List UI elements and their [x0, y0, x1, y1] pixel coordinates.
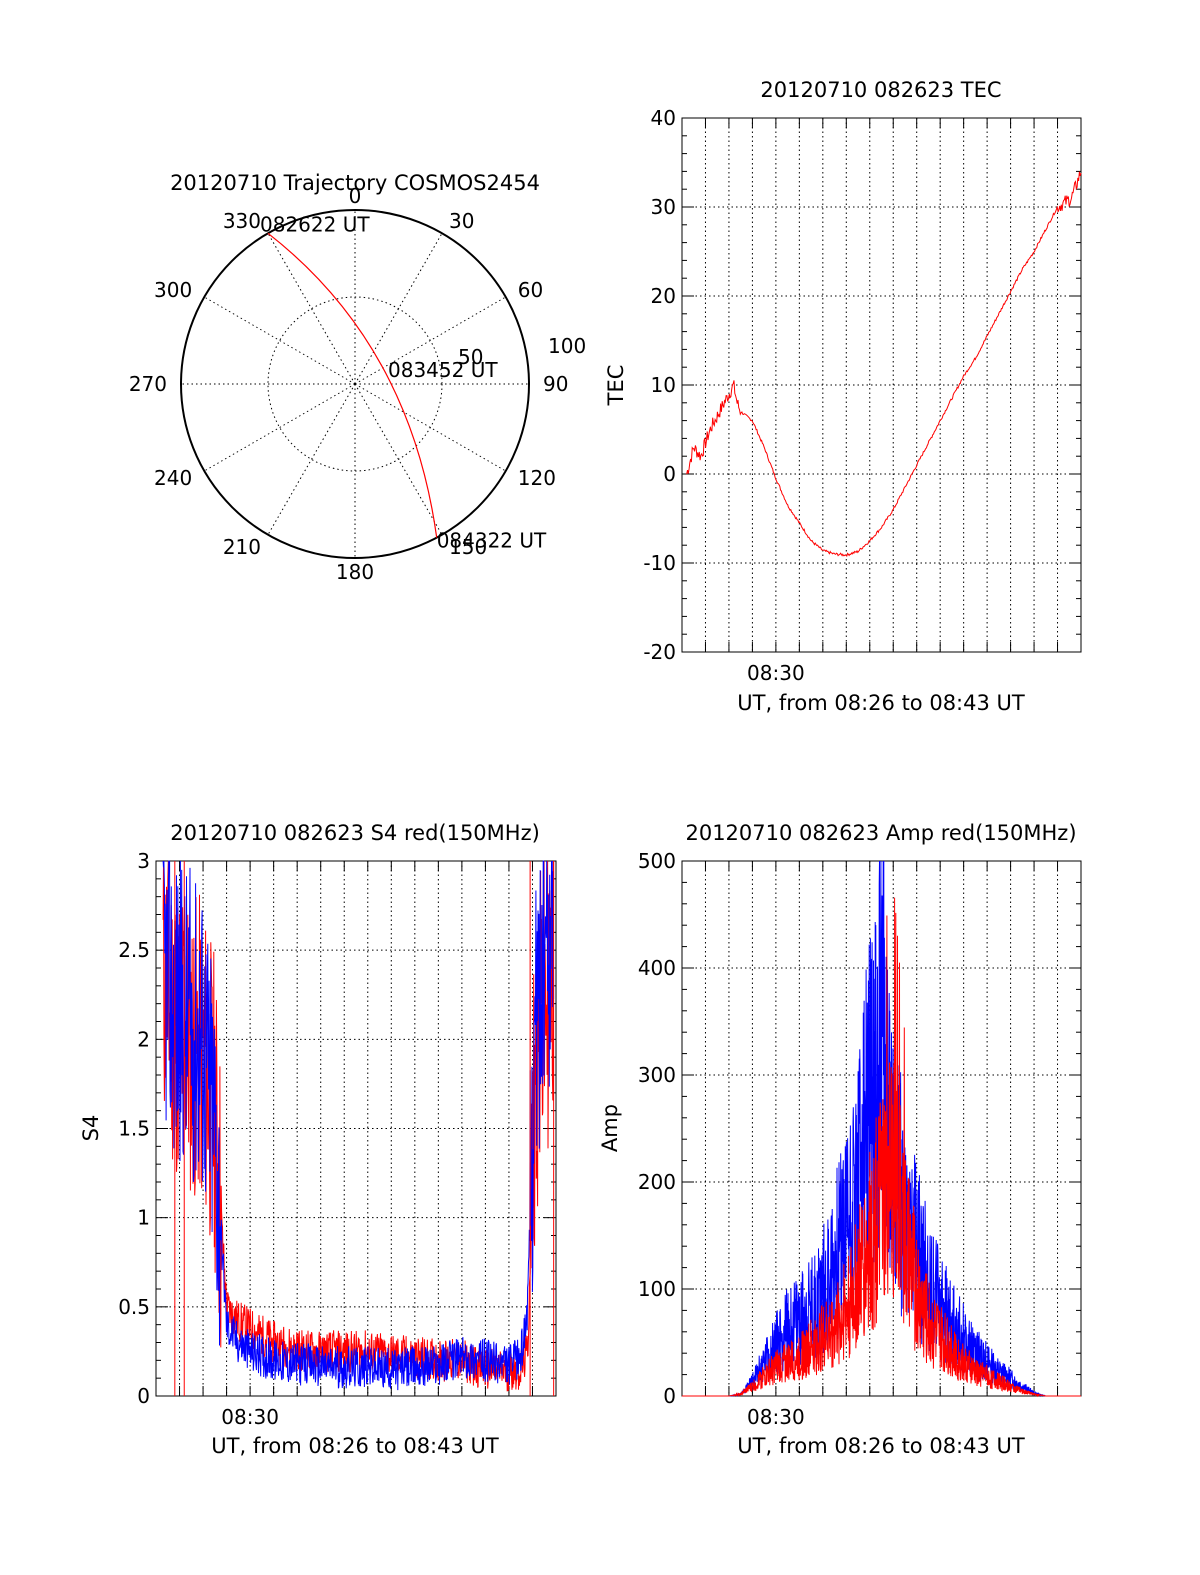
- polar-angle-label: 180: [336, 560, 374, 584]
- polar-angle-label: 0: [349, 184, 362, 208]
- y-tick-label: 2.5: [118, 938, 150, 962]
- polar-spoke: [267, 383, 356, 535]
- amp-series-line: [682, 897, 1081, 1398]
- y-tick-label: 200: [638, 1170, 676, 1194]
- trajectory-start-label: 082622 UT: [260, 212, 370, 236]
- trajectory-mid-label: 083452 UT: [388, 358, 498, 382]
- polar-angle-label: 120: [518, 466, 556, 490]
- y-tick-label: 1: [137, 1206, 150, 1230]
- y-tick-label: 40: [651, 106, 676, 130]
- y-tick-label: 10: [651, 373, 676, 397]
- tec-title: 20120710 082623 TEC: [760, 78, 1001, 102]
- y-tick-label: 20: [651, 284, 676, 308]
- polar-spoke: [354, 296, 506, 385]
- polar-spoke: [354, 233, 443, 385]
- tec-plot: 20120710 082623 TEC TEC UT, from 08:26 t…: [604, 78, 1082, 715]
- y-tick-label: 30: [651, 195, 676, 219]
- polar-outer-ring: [180, 209, 530, 559]
- polar-angle-label: 270: [129, 372, 167, 396]
- y-tick-label: 3: [137, 849, 150, 873]
- polar-radial-label: 100: [548, 334, 586, 358]
- tec-ylabel: TEC: [604, 365, 628, 407]
- s4-series: [162, 860, 555, 1396]
- tec-axes: -20 -10 0 10 20 30 40 08:30: [643, 106, 1082, 685]
- polar-angle-label: 90: [543, 372, 568, 396]
- y-tick-label: 100: [638, 1277, 676, 1301]
- amp-ylabel: Amp: [598, 1104, 622, 1152]
- amp-plot: 20120710 082623 Amp red(150MHz) Amp UT, …: [598, 821, 1082, 1458]
- polar-spoke: [354, 383, 506, 472]
- s4-series-line: [162, 860, 555, 1391]
- tec-xlabel: UT, from 08:26 to 08:43 UT: [737, 691, 1025, 715]
- plot-frame: [681, 860, 1082, 1397]
- s4-plot: 20120710 082623 S4 red(150MHz) S4 UT, fr…: [79, 821, 557, 1458]
- polar-angle-label: 240: [154, 466, 192, 490]
- polar-spoke: [204, 296, 356, 385]
- trajectory-line: [267, 232, 438, 538]
- plot-frame: [681, 117, 1082, 653]
- plot-frame: [155, 860, 557, 1397]
- amp-series-line: [682, 860, 1081, 1398]
- polar-spoke: [267, 233, 356, 385]
- y-tick-label: 1.5: [118, 1117, 150, 1141]
- s4-ylabel: S4: [79, 1115, 103, 1142]
- y-tick-label: 0: [663, 462, 676, 486]
- polar-radial-label: 50: [458, 345, 483, 369]
- trajectory-polar-plot: 20120710 Trajectory COSMOS2454 0 30 60 90 12…: [129, 171, 586, 584]
- y-tick-label: 400: [638, 956, 676, 980]
- amp-title: 20120710 082623 Amp red(150MHz): [685, 821, 1076, 845]
- y-tick-label: 500: [638, 849, 676, 873]
- polar-angle-labels: 0 30 60 90 120 150 180 210 240 270 300 330 50 100: [129, 184, 586, 584]
- polar-spoke: [354, 383, 443, 535]
- polar-angle-label: 60: [518, 278, 543, 302]
- polar-angle-label: 210: [223, 535, 261, 559]
- trajectory-end-label: 084322 UT: [437, 529, 547, 553]
- polar-angle-label: 300: [154, 278, 192, 302]
- y-tick-label: 0: [137, 1384, 150, 1408]
- y-tick-label: -20: [643, 640, 676, 664]
- polar-grid: [180, 209, 530, 559]
- polar-angle-label: 330: [223, 209, 261, 233]
- x-tick-label: 08:30: [747, 661, 805, 685]
- polar-angle-label: 150: [449, 535, 487, 559]
- amp-series: [682, 860, 1081, 1398]
- trajectory-track: 082622 UT 083452 UT 084322 UT: [260, 212, 547, 552]
- x-tick-label: 08:30: [221, 1405, 279, 1429]
- x-tick-label: 08:30: [747, 1405, 805, 1429]
- tec-series: [686, 171, 1082, 557]
- y-tick-label: -10: [643, 551, 676, 575]
- amp-xlabel: UT, from 08:26 to 08:43 UT: [737, 1434, 1025, 1458]
- polar-spoke: [204, 383, 356, 472]
- y-tick-label: 300: [638, 1063, 676, 1087]
- trajectory-title: 20120710 Trajectory COSMOS2454: [170, 171, 540, 195]
- y-tick-label: 0: [663, 1384, 676, 1408]
- polar-angle-label: 30: [449, 209, 474, 233]
- s4-xlabel: UT, from 08:26 to 08:43 UT: [211, 1434, 499, 1458]
- s4-title: 20120710 082623 S4 red(150MHz): [170, 821, 540, 845]
- y-tick-label: 2: [137, 1027, 150, 1051]
- tec-line: [686, 171, 1082, 557]
- y-tick-label: 0.5: [118, 1295, 150, 1319]
